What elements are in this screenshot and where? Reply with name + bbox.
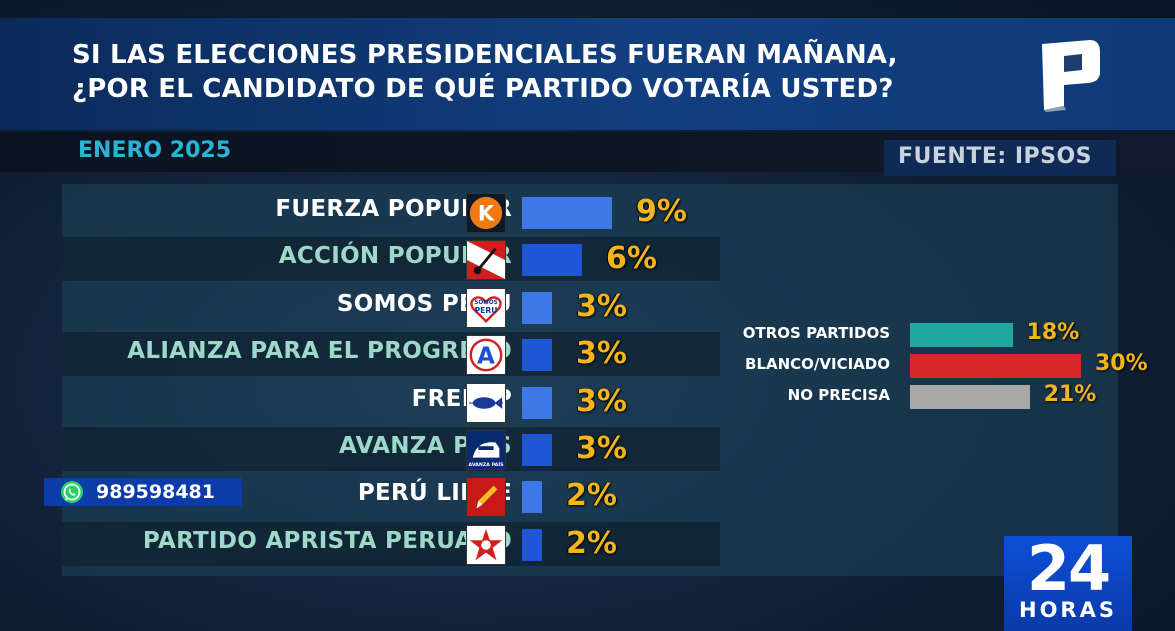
24-horas-word: HORAS	[1019, 598, 1117, 622]
svg-text:K: K	[478, 202, 495, 226]
party-row-accion-popular: ACCIÓN POPULAR 6%	[62, 237, 720, 282]
party-row-peru-libre: PERÚ LIBRE 2%	[62, 474, 720, 518]
peru-libre-pencil-icon	[466, 477, 506, 518]
party-percent-label: 3%	[576, 431, 627, 466]
party-bar	[522, 386, 552, 419]
source-box	[884, 140, 1116, 176]
others-bar	[910, 354, 1081, 378]
party-bar	[522, 528, 542, 561]
others-bar-chart: OTROS PARTIDOS 18% BLANCO/VICIADO 30% NO PRE…	[720, 320, 1160, 412]
others-row-blanco-viciado: BLANCO/VICIADO 30%	[720, 351, 1160, 379]
somos-peru-heart-icon: SOMOS PERU	[466, 287, 506, 328]
source-label: FUENTE: IPSOS	[898, 144, 1093, 169]
party-bar	[522, 339, 552, 372]
poll-date: ENERO 2025	[78, 138, 232, 163]
others-percent-label: 18%	[1026, 320, 1080, 345]
party-row-alianza-para-el-progreso: ALIANZA PARA EL PROGRESO A 3%	[62, 332, 720, 377]
party-row-fuerza-popular: FUERZA POPULAR K 9%	[62, 190, 720, 234]
header-banner	[0, 18, 1175, 130]
svg-text:SOMOS: SOMOS	[474, 300, 498, 306]
accion-popular-shovel-icon	[466, 240, 506, 281]
fuerza-popular-k-icon: K	[466, 193, 506, 233]
whatsapp-icon	[61, 481, 83, 503]
others-category-label: NO PRECISA	[787, 386, 890, 404]
poll-question-line-2: ¿POR EL CANDIDATO DE QUÉ PARTIDO VOTARÍA…	[72, 74, 894, 104]
party-bar	[522, 244, 582, 277]
svg-text:PERU: PERU	[475, 306, 498, 315]
others-bar	[910, 323, 1013, 347]
party-percent-label: 6%	[606, 241, 657, 277]
party-row-frepap: FREPAP 3%	[62, 380, 720, 424]
others-percent-label: 21%	[1043, 382, 1097, 407]
others-row-otros-partidos: OTROS PARTIDOS 18%	[720, 320, 1160, 348]
party-row-partido-aprista-peruano: PARTIDO APRISTA PERUANO 2%	[62, 521, 720, 566]
party-row-avanza-pais: AVANZA PAÍS AVANZA PAÍS 3%	[62, 427, 720, 471]
poll-question-line-1: SI LAS ELECCIONES PRESIDENCIALES FUERAN …	[72, 40, 898, 70]
24-horas-logo	[1004, 536, 1132, 631]
party-row-somos-peru: SOMOS PERÚ SOMOS PERU 3%	[62, 285, 720, 329]
party-percent-label: 3%	[576, 288, 627, 324]
others-category-label: OTROS PARTIDOS	[742, 324, 890, 342]
whatsapp-number: 989598481	[96, 481, 215, 503]
frepap-fish-icon	[466, 382, 506, 423]
party-bar	[522, 434, 552, 466]
party-percent-label: 2%	[566, 478, 617, 514]
others-category-label: BLANCO/VICIADO	[745, 355, 890, 373]
party-bar	[522, 197, 612, 229]
24-horas-number: 24	[1026, 532, 1111, 605]
svg-text:A: A	[477, 344, 495, 370]
party-bar	[522, 481, 542, 514]
party-percent-label: 3%	[576, 383, 627, 419]
app-a-icon: A	[466, 335, 506, 376]
party-name: PARTIDO APRISTA PERUANO	[142, 527, 512, 554]
party-percent-label: 2%	[566, 525, 617, 561]
apra-star-icon	[466, 524, 506, 565]
poll-question: SI LAS ELECCIONES PRESIDENCIALES FUERAN …	[72, 38, 898, 106]
party-bar	[522, 291, 552, 324]
party-name: ALIANZA PARA EL PROGRESO	[127, 338, 512, 365]
party-percent-label: 9%	[636, 194, 687, 229]
others-percent-label: 30%	[1095, 351, 1148, 376]
party-percent-label: 3%	[576, 336, 627, 372]
avanza-pais-train-icon: AVANZA PAÍS	[466, 430, 506, 470]
svg-text:AVANZA PAÍS: AVANZA PAÍS	[468, 460, 504, 468]
others-bar	[910, 385, 1030, 409]
others-row-no-precisa: NO PRECISA 21%	[720, 382, 1160, 410]
panamericana-logo	[1042, 40, 1100, 112]
chart-panel	[62, 184, 1118, 576]
